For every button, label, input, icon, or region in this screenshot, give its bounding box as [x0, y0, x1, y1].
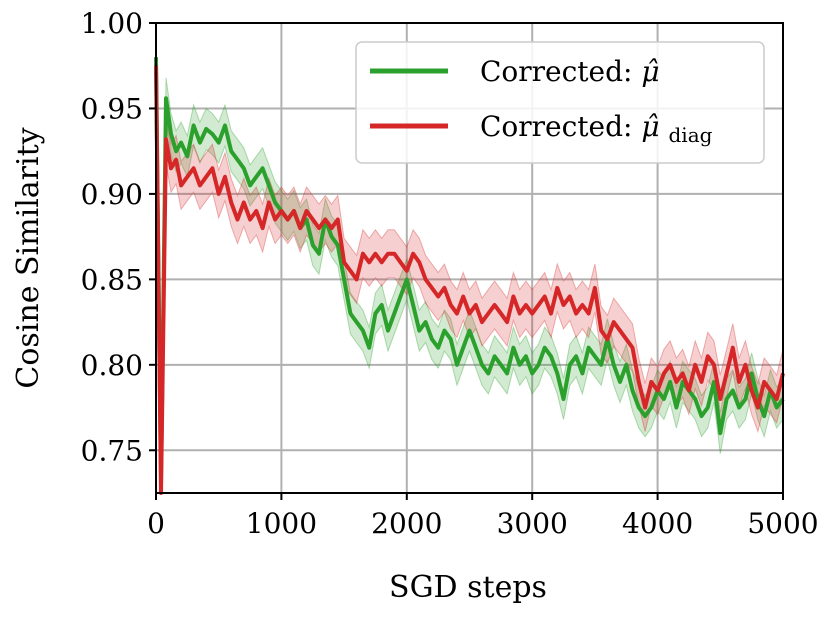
x-tick-label-3: 3000 [497, 507, 568, 540]
y-tick-label-5: 1.00 [81, 7, 143, 40]
x-tick-label-5: 5000 [747, 507, 818, 540]
legend-label-mu-diag-subscript: diag [669, 123, 713, 147]
y-axis-ticks: 0.75 0.80 0.85 0.90 0.95 1.00 [81, 7, 156, 467]
series-lines [154, 57, 785, 495]
legend-label-mu-diag: Corrected: μ̂ diag [480, 110, 713, 147]
y-axis-label: Cosine Similarity [11, 127, 46, 388]
y-tick-label-1: 0.80 [81, 349, 143, 382]
line-series-1 [154, 65, 785, 495]
x-axis-ticks: 0 1000 2000 3000 4000 5000 [147, 493, 819, 540]
x-tick-label-4: 4000 [622, 507, 693, 540]
x-axis-label: SGD steps [389, 570, 547, 605]
legend-label-mu-diag-symbol: μ̂ [641, 110, 659, 143]
legend-label-mu: Corrected: μ̂ [480, 55, 660, 88]
legend-label-mu-text: Corrected: [480, 55, 641, 88]
y-tick-label-3: 0.90 [81, 178, 143, 211]
legend-label-mu-diag-text: Corrected: [480, 110, 641, 143]
legend-label-mu-symbol: μ̂ [641, 55, 659, 88]
y-tick-label-4: 0.95 [81, 92, 143, 125]
legend-box [355, 41, 765, 164]
line-series-0 [154, 57, 785, 487]
y-tick-label-0: 0.75 [81, 434, 143, 467]
plot-frame [155, 22, 784, 494]
legend: Corrected: μ̂ Corrected: μ̂ diag [355, 41, 765, 164]
x-tick-label-1: 1000 [246, 507, 317, 540]
x-tick-label-0: 0 [147, 507, 165, 540]
x-tick-label-2: 2000 [371, 507, 442, 540]
y-tick-label-2: 0.85 [81, 263, 143, 296]
